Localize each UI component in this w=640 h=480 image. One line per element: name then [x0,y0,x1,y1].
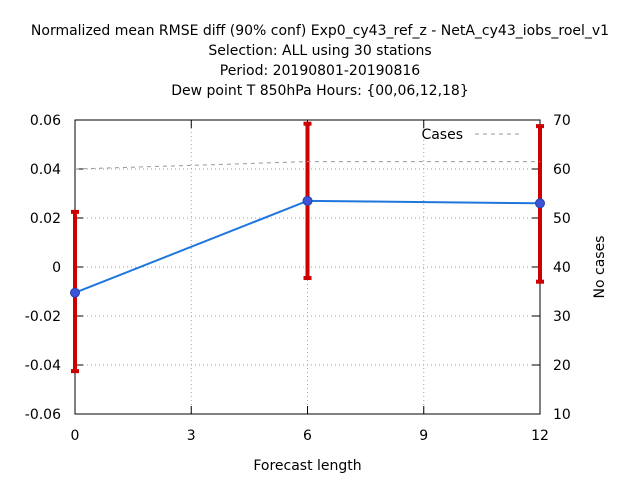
y2-tick-label: 40 [553,260,571,276]
chart-title: Normalized mean RMSE diff (90% conf) Exp… [31,23,609,99]
y-tick-label: 0.04 [30,162,61,178]
y2-tick-label: 70 [553,113,571,129]
y2-axis-label: No cases [592,236,608,299]
y2-tick-label: 50 [553,211,571,227]
series-line-cases [74,161,540,170]
y-tick-label: 0 [52,260,61,276]
data-point [535,198,545,209]
legend-label: Cases [421,127,463,143]
y2-tick-label: 20 [553,358,571,374]
series-layer [70,121,545,374]
title-line: Dew point T 850hPa Hours: {00,06,12,18} [171,83,469,99]
title-line: Period: 20190801-20190816 [220,63,420,79]
x-tick-label: 3 [187,428,196,444]
x-tick-label: 6 [303,428,312,444]
x-tick-label: 9 [419,428,428,444]
x-tick-label: 12 [531,428,549,444]
y2-axis-ticks: 10 20 30 40 50 60 70 [532,113,571,423]
data-point [70,287,80,298]
x-tick-label: 0 [71,428,80,444]
y-tick-label: -0.04 [25,358,61,374]
y-tick-label: 0.02 [30,211,61,227]
y-tick-label: 0.06 [30,113,61,129]
title-line: Selection: ALL using 30 stations [208,43,431,59]
x-axis-label: Forecast length [253,458,361,474]
y-axis-ticks: -0.06 -0.04 -0.02 0 0.02 0.04 0.06 [25,113,83,423]
x-axis-ticks: 0 3 6 9 12 [71,120,549,444]
title-line: Normalized mean RMSE diff (90% conf) Exp… [31,23,609,39]
y2-tick-label: 30 [553,309,571,325]
y2-tick-label: 60 [553,162,571,178]
y-tick-label: -0.06 [25,407,61,423]
data-point [302,195,313,206]
y2-tick-label: 10 [553,407,571,423]
y-tick-label: -0.02 [25,309,61,325]
legend: Cases [421,127,522,143]
